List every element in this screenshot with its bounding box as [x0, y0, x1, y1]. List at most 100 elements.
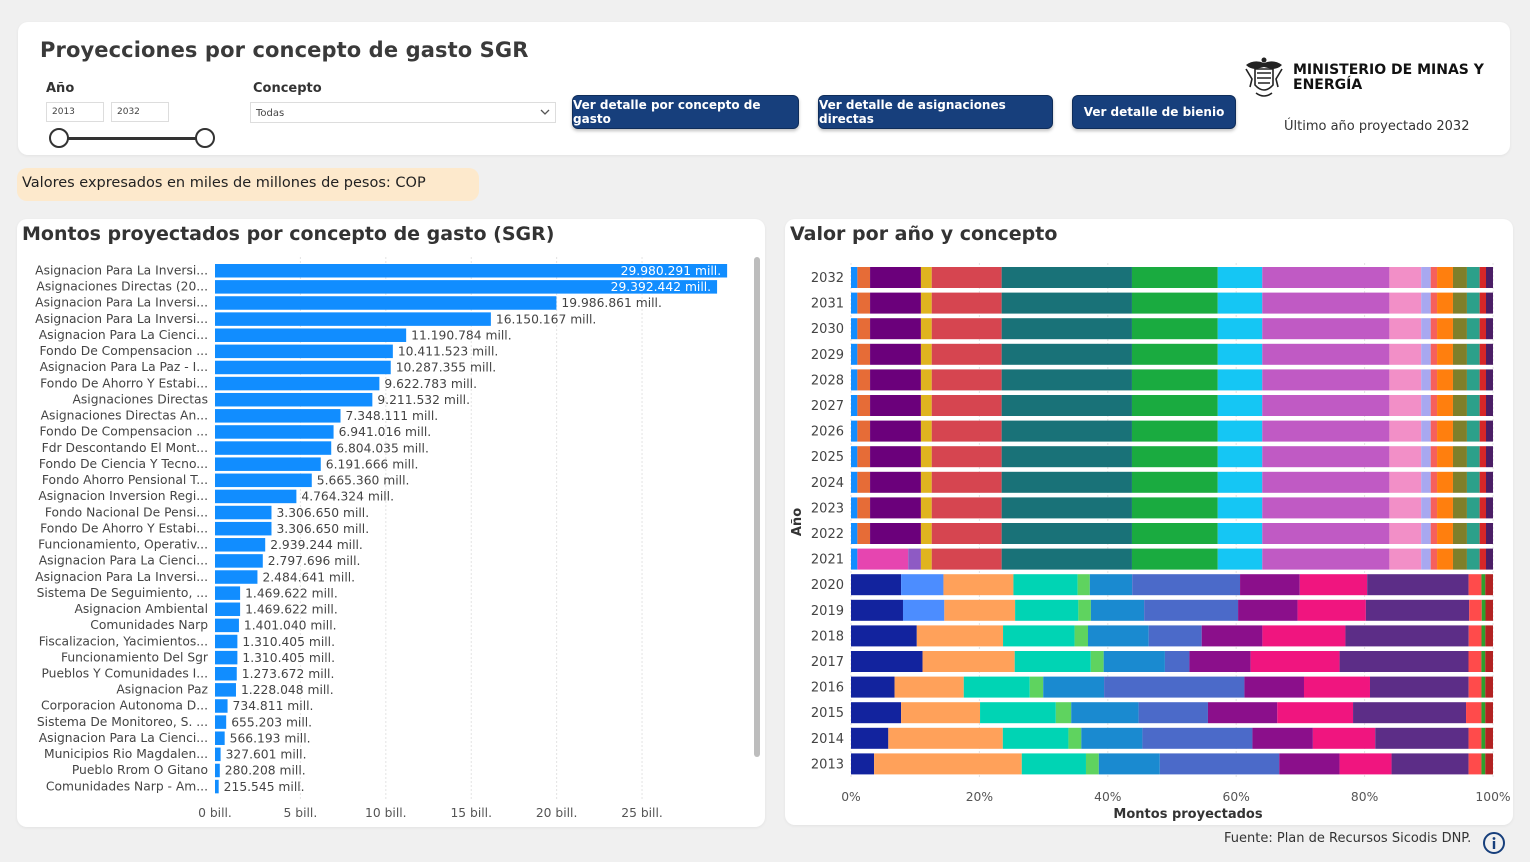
ministry-name: MINISTERIO DE MINAS Y ENERGÍA — [1293, 62, 1484, 93]
stack-segment — [1131, 420, 1218, 442]
stack-segment — [1001, 267, 1132, 288]
stack-segment — [1452, 446, 1467, 468]
concept-bar-chart: Asignacion Para La Inversi... 29.980.291 … — [35, 257, 728, 820]
stack-segment — [1132, 574, 1241, 596]
stack-segment — [1159, 753, 1280, 775]
stack-segment — [1201, 625, 1263, 647]
year-slider-end-handle[interactable] — [195, 128, 215, 148]
stack-segment — [1486, 471, 1493, 493]
stack-segment — [1148, 625, 1202, 647]
category-label: Comunidades Narp - Am... — [46, 779, 208, 793]
stack-segment — [1262, 369, 1390, 391]
stack-segment — [1001, 471, 1132, 493]
stack-segment — [1452, 343, 1467, 365]
stack-segment — [1189, 651, 1251, 672]
stack-segment — [851, 267, 858, 288]
direct-allocations-detail-button[interactable]: Ver detalle de asignaciones directas — [818, 95, 1053, 129]
stack-segment — [1299, 574, 1368, 596]
stack-segment — [857, 343, 871, 365]
stack-segment — [902, 599, 945, 621]
stack-segment — [1421, 497, 1431, 519]
year-label: 2024 — [811, 476, 844, 491]
stack-segment — [920, 446, 932, 468]
stack-segment — [1217, 497, 1263, 519]
data-label: 9.622.783 mill. — [384, 377, 477, 391]
info-icon[interactable] — [1482, 831, 1506, 855]
concept-detail-button[interactable]: Ver detalle por concepto de gasto — [572, 95, 799, 129]
concept-dropdown[interactable]: Todas — [250, 102, 556, 123]
data-label: 1.310.405 mill. — [242, 651, 335, 665]
stack-segment — [1081, 727, 1143, 749]
data-label: 1.469.622 mill. — [245, 603, 338, 617]
year-to-input[interactable]: 2032 — [111, 102, 169, 122]
stack-segment — [851, 727, 889, 749]
stack-segment — [1485, 676, 1493, 698]
data-label: 2.797.696 mill. — [268, 554, 361, 568]
stack-segment — [1430, 395, 1438, 416]
stack-segment — [851, 318, 858, 340]
bar — [215, 731, 225, 745]
stack-segment — [870, 369, 921, 391]
year-label: 2023 — [811, 501, 844, 516]
year-label: 2025 — [811, 450, 844, 465]
bar — [215, 457, 321, 471]
biennium-detail-button[interactable]: Ver detalle de bienio — [1072, 95, 1236, 129]
stack-segment — [944, 599, 1016, 621]
chart-scrollbar[interactable] — [754, 257, 760, 757]
category-label: Municipios Rio Magdalen... — [44, 747, 208, 761]
stack-segment — [1421, 318, 1431, 340]
year-label: 2031 — [811, 297, 844, 312]
stack-segment — [1437, 523, 1453, 544]
stack-segment — [1430, 446, 1438, 468]
data-label: 566.193 mill. — [230, 731, 311, 745]
stack-segment — [1486, 343, 1493, 365]
stack-segment — [1486, 548, 1493, 570]
stack-segment — [1391, 753, 1469, 775]
stack-segment — [851, 369, 858, 391]
stack-segment — [1217, 369, 1263, 391]
stack-segment — [1437, 395, 1453, 416]
data-label: 4.764.324 mill. — [301, 490, 394, 504]
data-label: 2.939.244 mill. — [270, 538, 363, 552]
stack-segment — [1089, 574, 1133, 596]
stack-segment — [1262, 318, 1390, 340]
stack-segment — [1001, 548, 1132, 570]
stack-segment — [1071, 702, 1139, 724]
stack-segment — [870, 292, 921, 314]
year-slider-start-handle[interactable] — [49, 128, 69, 148]
x-tick-label: 5 bill. — [284, 806, 318, 820]
stack-segment — [1479, 548, 1487, 570]
stack-segment — [857, 395, 871, 416]
stack-segment — [931, 523, 1002, 544]
stack-segment — [920, 395, 932, 416]
stack-segment — [920, 548, 932, 570]
stack-segment — [1430, 318, 1438, 340]
stack-segment — [916, 625, 1004, 647]
x-tick-label: 25 bill. — [621, 806, 663, 820]
stack-segment — [851, 676, 895, 698]
stack-segment — [1437, 343, 1453, 365]
data-label: 6.941.016 mill. — [339, 425, 432, 439]
stack-segment — [1486, 446, 1493, 468]
stack-segment — [931, 497, 1002, 519]
x-tick-label: 80% — [1351, 790, 1378, 804]
data-label: 1.273.672 mill. — [242, 667, 335, 681]
stack-segment — [1437, 267, 1453, 288]
year-slider-track[interactable] — [58, 137, 204, 140]
stack-segment — [1339, 651, 1469, 672]
bar — [215, 747, 221, 762]
bar — [215, 554, 263, 568]
category-label: Asignacion Para La Inversi... — [35, 264, 208, 278]
year-from-input[interactable]: 2013 — [46, 102, 104, 122]
stack-segment — [857, 446, 871, 468]
stack-segment — [1430, 292, 1438, 314]
stack-segment — [1485, 753, 1493, 775]
stack-segment — [1485, 651, 1493, 672]
stack-segment — [870, 318, 921, 340]
bar — [215, 441, 332, 455]
stack-segment — [1486, 369, 1493, 391]
source-note: Fuente: Plan de Recursos Sicodis DNP. — [1224, 831, 1472, 846]
category-label: Asignacion Para La Inversi... — [35, 570, 208, 584]
stack-segment — [1262, 267, 1390, 288]
category-label: Asignacion Para La Inversi... — [35, 296, 208, 310]
